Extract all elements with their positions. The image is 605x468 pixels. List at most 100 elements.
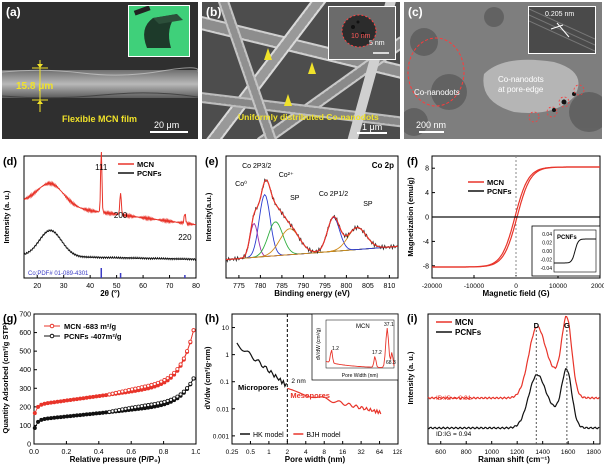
panel-label: (d) xyxy=(3,156,17,168)
inset-y-tick-label: 0.02 xyxy=(542,241,552,247)
pcnfs-desorption-point xyxy=(110,409,115,414)
mcn-adsorption-point xyxy=(52,400,57,405)
mcn-desorption-point xyxy=(110,391,115,396)
mcn-adsorption-point xyxy=(42,401,47,406)
pcnfs-desorption-point xyxy=(155,401,160,406)
bjh-legend-label: BJH model xyxy=(306,432,341,439)
x-tick-label: 80 xyxy=(192,283,200,290)
inset-x-label: Pore Width (nm) xyxy=(342,373,379,379)
pcnfs-desorption-point xyxy=(165,398,170,403)
pcnfs-adsorption-point xyxy=(74,413,79,418)
mcn-raman-line xyxy=(427,315,600,400)
pcnfs-xrd-line xyxy=(23,228,197,262)
x-tick-label: 1.0 xyxy=(191,449,200,456)
x-tick-label: 1600 xyxy=(561,449,576,456)
pcnfs-adsorption-point xyxy=(78,413,83,418)
y-tick-label: 1 xyxy=(225,352,229,359)
plot-frame xyxy=(225,155,399,279)
x-tick-label: 795 xyxy=(319,283,331,290)
y-tick-label: 100 xyxy=(19,423,31,430)
pcnfs-adsorption-point xyxy=(49,416,54,421)
legend-label-pcnfs: PCNFs xyxy=(487,187,512,196)
mcn-adsorption-point xyxy=(68,397,73,402)
y-tick-label: 0.1 xyxy=(220,379,229,386)
xps-fit-envelope xyxy=(225,179,398,261)
film-photo-inset xyxy=(128,5,190,57)
panel-a-sem-film: (a) 15.8 μm Flexible MCN film 20 μm xyxy=(2,2,198,139)
pcnfs-desorption-point xyxy=(120,407,125,412)
pcnfs-desorption-point xyxy=(188,381,193,386)
pcnfs-desorption-point xyxy=(142,403,147,408)
mesopores-label: Mesopores xyxy=(290,391,330,400)
micropores-label: Micropores xyxy=(238,383,278,392)
panel-c-tem: 0.205 nm (c) Co-nanodots Co-nanodots at … xyxy=(404,2,602,139)
pore-edge-label: Co-nanodots at pore-edge xyxy=(498,75,544,94)
pcnfs-adsorption-point xyxy=(100,410,105,415)
pcnfs-desorption-point xyxy=(136,404,141,409)
mcn-desorption-point xyxy=(162,378,167,383)
pcnfs-adsorption-point xyxy=(71,413,76,418)
pcnfs-desorption-point xyxy=(130,405,135,410)
mcn-adsorption-point xyxy=(39,402,44,407)
x-axis-label: Relative pressure (P/P₀) xyxy=(70,455,161,464)
x-tick-label: 20 xyxy=(33,283,41,290)
plot-frame xyxy=(23,155,197,279)
pcnfs-raman-line xyxy=(427,368,600,430)
inset-y-tick-label: 0.04 xyxy=(542,232,552,238)
y-tick-label: 8 xyxy=(425,166,429,173)
mcn-adsorption-point xyxy=(74,397,79,402)
lattice-fringes xyxy=(528,8,596,52)
y-tick-label: -4 xyxy=(423,239,429,246)
hk-legend-label: HK model xyxy=(253,432,284,439)
xps-title: Co 2p xyxy=(372,161,394,170)
xps-annotation: Co⁰ xyxy=(235,180,247,188)
x-tick-label: 30 xyxy=(60,283,68,290)
mcn-adsorption-point xyxy=(97,393,102,398)
x-tick-label: 16 xyxy=(339,449,347,456)
legend-label-pcnfs: PCNFs xyxy=(137,169,162,178)
mcn-adsorption-point xyxy=(84,395,89,400)
pcnfs-desorption-point xyxy=(185,386,190,391)
mcn-desorption-point xyxy=(113,390,118,395)
panel-c-label: (c) xyxy=(408,5,423,19)
inset-y-tick-label: 0.00 xyxy=(542,249,552,255)
y-tick-label: 600 xyxy=(19,330,31,337)
pcnfs-adsorption-point xyxy=(97,411,102,416)
inset-label: MCN xyxy=(356,324,370,330)
inset-y-label: dV/dW (cm³/g) xyxy=(316,328,322,361)
pcnfs-adsorption-point xyxy=(55,415,60,420)
pcnfs-desorption-point xyxy=(107,409,112,414)
pcnfs-desorption-point xyxy=(113,408,118,413)
chart-f-vsm: -20000 -10000 0 10000 20000 -8 -4 0 4 8 Magnetic f… xyxy=(406,155,604,298)
x-tick-label: 1200 xyxy=(510,449,525,456)
x-tick-label: 4 xyxy=(304,449,308,456)
x-tick-label: 810 xyxy=(384,283,396,290)
mcn-desorption-point xyxy=(139,385,144,390)
inset-size-label: 10 nm xyxy=(351,33,371,40)
mcn-adsorption-point xyxy=(61,398,66,403)
pcnfs-desorption-point xyxy=(123,406,128,411)
mcn-desorption-point xyxy=(159,379,164,384)
x-tick-label: 10000 xyxy=(549,283,567,290)
mcn-desorption-point xyxy=(107,392,112,397)
y-tick-label: 10 xyxy=(222,325,230,332)
x-tick-label: 64 xyxy=(376,449,384,456)
x-tick-label: 800 xyxy=(461,449,472,456)
xps-annotation: Co 2P3/2 xyxy=(242,163,271,170)
plot-frame xyxy=(427,313,601,445)
legend-marker xyxy=(49,323,55,329)
mcn-adsorption-point xyxy=(81,396,86,401)
pcnfs-adsorption-point xyxy=(45,416,50,421)
x-tick-label: -20000 xyxy=(422,283,443,290)
pcnfs-desorption-point xyxy=(168,397,173,402)
pcnfs-adsorption-point xyxy=(61,414,66,419)
xps-raw-data xyxy=(225,178,398,263)
inset-mcn-curve xyxy=(325,327,395,368)
x-tick-label: 60 xyxy=(139,283,147,290)
x-tick-label: 8 xyxy=(322,449,326,456)
mcn-desorption-point xyxy=(123,388,128,393)
mcn-adsorption-point xyxy=(87,395,92,400)
panel-label: (g) xyxy=(3,313,17,325)
x-tick-label: 0.2 xyxy=(62,449,72,456)
y-axis-label: Intensity (a. u.) xyxy=(2,190,11,243)
